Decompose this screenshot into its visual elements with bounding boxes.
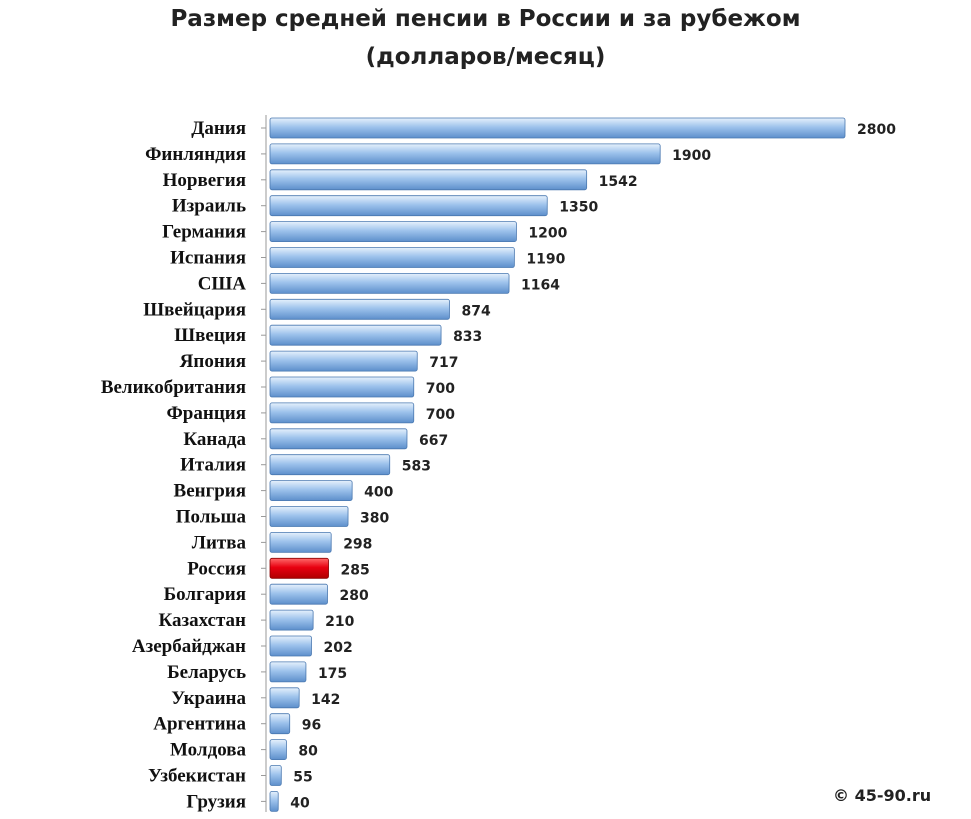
bar (269, 169, 588, 191)
bar (269, 272, 510, 294)
bar (269, 376, 415, 398)
category-label: Франция (166, 403, 246, 424)
bar (269, 532, 332, 553)
category-label: США (198, 273, 247, 294)
value-label: 400 (364, 485, 393, 501)
bar (269, 454, 391, 476)
category-label: Швеция (174, 325, 246, 346)
category-label: Грузия (186, 791, 246, 812)
category-label: Израиль (172, 196, 246, 217)
bar (269, 583, 328, 605)
bar (269, 195, 548, 217)
category-label: Аргентина (153, 714, 246, 735)
category-label: Венгрия (174, 481, 246, 502)
category-label: Молдова (170, 740, 246, 761)
category-label: Польша (176, 507, 247, 528)
value-label: 96 (302, 718, 321, 734)
bar-highlight (269, 557, 329, 579)
value-label: 700 (426, 407, 455, 423)
value-label: 1350 (559, 200, 598, 216)
value-label: 717 (429, 355, 458, 371)
bar (269, 402, 415, 424)
value-label: 40 (290, 795, 310, 811)
category-label: Канада (183, 429, 246, 450)
bar (269, 791, 279, 812)
category-label: Япония (180, 351, 246, 372)
bar (269, 247, 515, 268)
category-label: Казахстан (158, 610, 246, 631)
bar (269, 143, 661, 165)
category-label: Узбекистан (148, 766, 246, 787)
category-label: Дания (191, 118, 246, 139)
bar (269, 350, 418, 372)
value-label: 298 (343, 536, 372, 552)
value-label: 833 (453, 329, 482, 345)
chart-subtitle: (долларов/месяц) (365, 44, 606, 70)
value-label: 1200 (528, 226, 567, 242)
value-label: 175 (318, 666, 347, 682)
value-label: 583 (402, 459, 431, 475)
value-label: 285 (341, 562, 370, 578)
category-label: Норвегия (163, 170, 246, 191)
bar (269, 739, 287, 760)
bar (269, 635, 312, 657)
value-label: 380 (360, 511, 389, 527)
category-label: Украина (171, 688, 246, 709)
value-label: 1542 (599, 174, 638, 190)
category-label: Испания (170, 248, 246, 269)
category-label: Германия (162, 222, 246, 243)
bar (269, 713, 291, 735)
bar (269, 221, 517, 243)
category-label: Финляндия (145, 144, 246, 165)
bar (269, 117, 846, 139)
category-label: Беларусь (167, 662, 246, 683)
category-label: Великобритания (101, 377, 246, 398)
value-label: 55 (293, 770, 312, 786)
bar (269, 506, 349, 527)
value-label: 700 (426, 381, 455, 397)
bar (269, 480, 353, 502)
value-label: 210 (325, 614, 354, 630)
value-label: 667 (419, 433, 448, 449)
category-label: Литва (192, 532, 247, 553)
bar (269, 428, 408, 450)
value-label: 202 (323, 640, 352, 656)
value-label: 874 (461, 303, 490, 319)
bar (269, 298, 450, 320)
value-label: 1900 (672, 148, 711, 164)
value-label: 80 (298, 744, 318, 760)
bar (269, 609, 314, 631)
bar (269, 765, 282, 786)
category-label: Болгария (164, 584, 246, 605)
bar (269, 687, 300, 709)
chart-title: Размер средней пенсии в России и за рубе… (170, 6, 801, 32)
category-label: Швейцария (143, 299, 246, 320)
category-label: Азербайджан (132, 636, 246, 657)
bar (269, 324, 442, 346)
value-label: 1190 (526, 252, 565, 268)
value-label: 1164 (521, 277, 560, 293)
value-label: 2800 (857, 122, 896, 138)
bar (269, 661, 307, 683)
value-label: 280 (340, 588, 369, 604)
value-label: 142 (311, 692, 340, 708)
category-label: Италия (180, 455, 246, 476)
category-label: Россия (187, 558, 246, 579)
copyright-text: © 45-90.ru (833, 786, 932, 805)
